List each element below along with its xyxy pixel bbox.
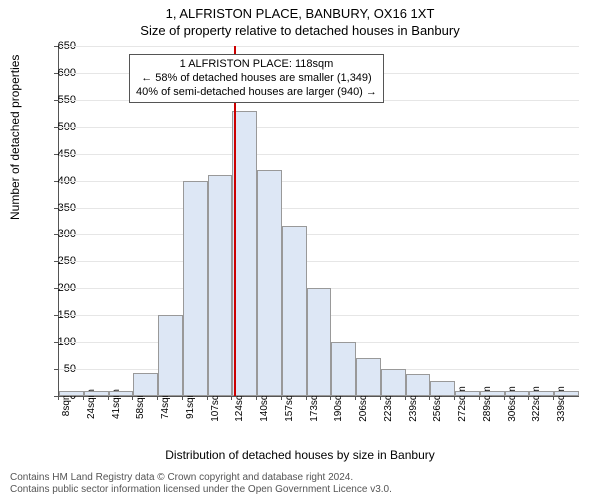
chart-container: 1, ALFRISTON PLACE, BANBURY, OX16 1XT Si… [0,0,600,500]
histogram-bar [356,358,381,396]
x-tick-mark [553,396,554,400]
x-tick-mark [231,396,232,400]
histogram-bar [430,381,455,396]
y-tick-mark [54,369,58,370]
x-tick-mark [108,396,109,400]
gridline [59,234,579,235]
gridline [59,46,579,47]
histogram-bar [480,391,505,396]
plot-area: 1 ALFRISTON PLACE: 118sqm ← 58% of detac… [58,46,579,397]
histogram-bar [158,315,183,396]
x-axis-label: Distribution of detached houses by size … [0,448,600,462]
y-tick-mark [54,315,58,316]
histogram-bar [554,391,579,396]
x-tick-mark [157,396,158,400]
y-tick-mark [54,261,58,262]
x-tick-mark [306,396,307,400]
annotation-line1: 1 ALFRISTON PLACE: 118sqm [136,58,377,72]
annotation-line2: ← 58% of detached houses are smaller (1,… [136,72,377,86]
x-tick-mark [504,396,505,400]
chart-title-address: 1, ALFRISTON PLACE, BANBURY, OX16 1XT [0,0,600,21]
footer-attribution: Contains HM Land Registry data © Crown c… [10,472,392,496]
annotation-box: 1 ALFRISTON PLACE: 118sqm ← 58% of detac… [129,54,384,103]
x-tick-mark [528,396,529,400]
x-tick-mark [207,396,208,400]
x-tick-mark [182,396,183,400]
x-tick-mark [405,396,406,400]
histogram-bar [406,374,431,396]
histogram-bar [59,391,84,396]
y-tick-mark [54,234,58,235]
y-axis-label: Number of detached properties [8,55,22,220]
y-tick-mark [54,181,58,182]
footer-line1: Contains HM Land Registry data © Crown c… [10,472,392,484]
x-tick-mark [58,396,59,400]
annotation-line3: 40% of semi-detached houses are larger (… [136,86,377,100]
chart-subtitle: Size of property relative to detached ho… [0,21,600,38]
x-tick-mark [355,396,356,400]
x-tick-mark [479,396,480,400]
histogram-bar [282,226,307,396]
y-tick-mark [54,342,58,343]
gridline [59,127,579,128]
y-tick-mark [54,154,58,155]
gridline [59,181,579,182]
x-tick-mark [429,396,430,400]
footer-line2: Contains public sector information licen… [10,484,392,496]
x-tick-mark [281,396,282,400]
histogram-bar [307,288,332,396]
gridline [59,208,579,209]
histogram-bar [84,391,109,396]
histogram-bar [529,391,554,396]
histogram-bar [257,170,282,396]
x-tick-mark [256,396,257,400]
histogram-bar [381,369,406,396]
histogram-bar [232,111,257,396]
histogram-bar [109,391,134,396]
y-tick-mark [54,208,58,209]
x-tick-mark [132,396,133,400]
y-tick-mark [54,46,58,47]
gridline [59,154,579,155]
histogram-bar [455,391,480,396]
y-tick-mark [54,127,58,128]
histogram-bar [183,181,208,396]
x-tick-mark [83,396,84,400]
x-tick-mark [380,396,381,400]
y-tick-mark [54,73,58,74]
x-tick-mark [330,396,331,400]
histogram-bar [133,373,158,396]
histogram-bar [331,342,356,396]
x-tick-mark [454,396,455,400]
histogram-bar [505,391,530,396]
gridline [59,261,579,262]
y-tick-mark [54,100,58,101]
histogram-bar [208,175,233,396]
y-tick-mark [54,288,58,289]
